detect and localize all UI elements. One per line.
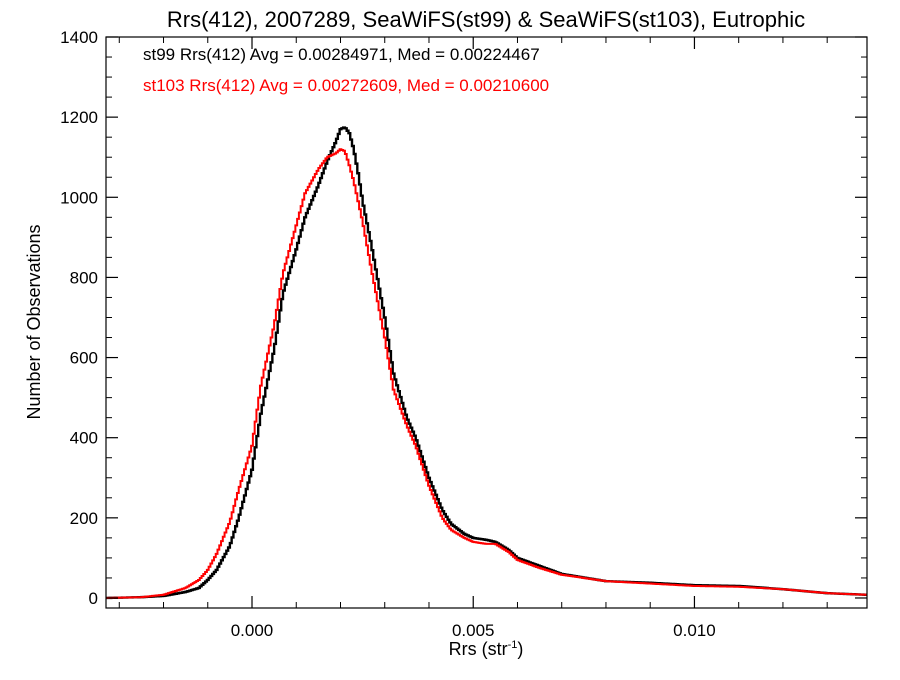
x-tick-label: 0.000 xyxy=(231,621,274,640)
x-axis-label-superscript: -1 xyxy=(508,639,518,651)
series-line-st99 xyxy=(106,126,867,600)
y-tick-label: 800 xyxy=(70,268,98,287)
y-tick-label: 0 xyxy=(89,589,98,608)
y-tick-label: 400 xyxy=(70,429,98,448)
x-axis-label-close: ) xyxy=(517,639,523,659)
plot-frame xyxy=(105,36,868,609)
y-tick-label: 1000 xyxy=(60,188,98,207)
y-axis-label: Number of Observations xyxy=(24,224,44,419)
x-tick-label: 0.005 xyxy=(452,621,495,640)
legend-annotation-st103: st103 Rrs(412) Avg = 0.00272609, Med = 0… xyxy=(143,76,549,95)
series-layer xyxy=(106,126,867,600)
y-tick-label: 600 xyxy=(70,349,98,368)
series-line-st103 xyxy=(106,148,867,599)
x-axis-label-main: Rrs (str xyxy=(449,639,508,659)
y-tick-label: 200 xyxy=(70,509,98,528)
y-tick-label: 1400 xyxy=(60,28,98,47)
chart-title: Rrs(412), 2007289, SeaWiFS(st99) & SeaWi… xyxy=(167,7,805,32)
x-axis-label: Rrs (str-1) xyxy=(449,639,524,659)
legend-annotation-st99: st99 Rrs(412) Avg = 0.00284971, Med = 0.… xyxy=(143,45,540,64)
y-tick-label: 1200 xyxy=(60,108,98,127)
axes-layer: 0 200 400 600 800 1000 1200 1400 0.000 0.005 0.010 xyxy=(60,28,867,640)
x-tick-label: 0.010 xyxy=(673,621,716,640)
